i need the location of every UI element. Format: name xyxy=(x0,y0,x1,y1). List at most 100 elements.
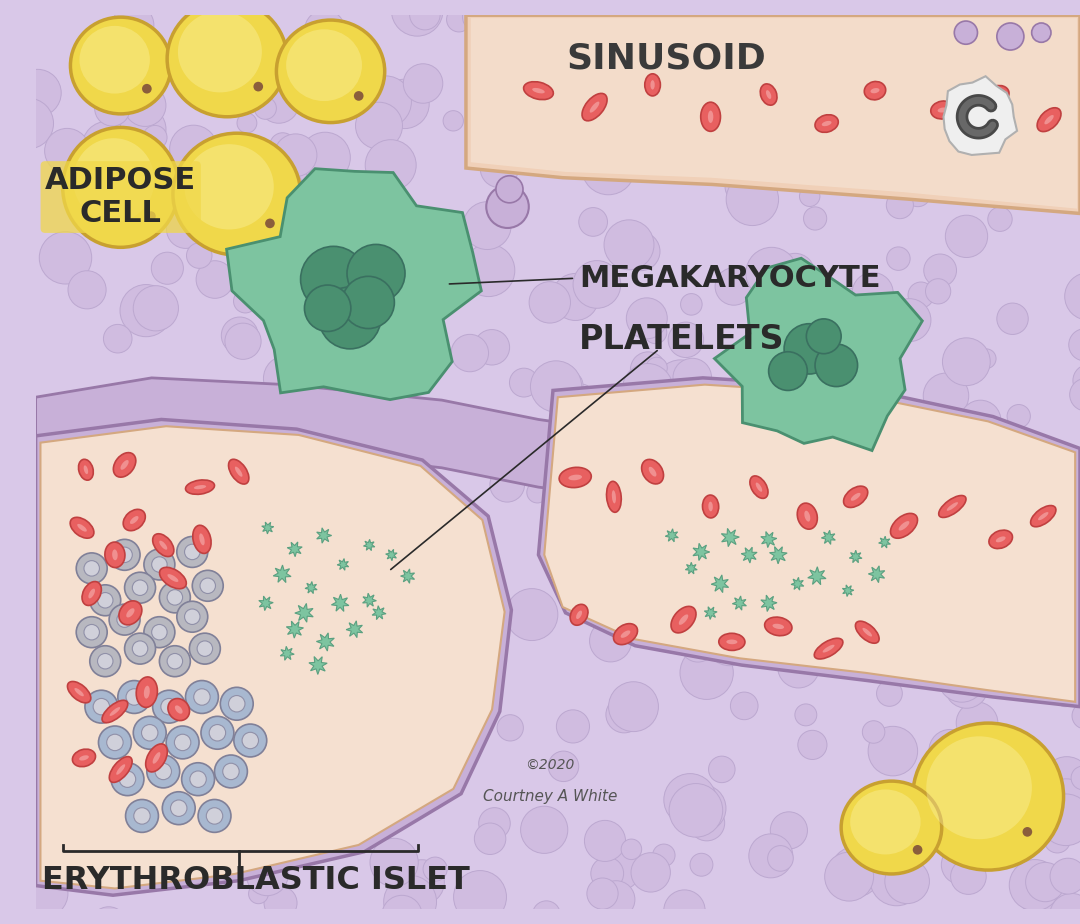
Circle shape xyxy=(170,125,217,173)
Circle shape xyxy=(652,129,677,153)
Circle shape xyxy=(119,191,152,225)
Circle shape xyxy=(85,690,118,723)
Circle shape xyxy=(330,276,376,322)
Ellipse shape xyxy=(1037,108,1061,131)
Circle shape xyxy=(422,249,454,281)
Circle shape xyxy=(705,617,754,665)
Circle shape xyxy=(841,499,875,533)
Circle shape xyxy=(187,773,240,825)
Ellipse shape xyxy=(82,581,102,605)
Ellipse shape xyxy=(986,86,1009,103)
Ellipse shape xyxy=(621,630,631,638)
Circle shape xyxy=(808,67,859,117)
Ellipse shape xyxy=(532,88,544,93)
Circle shape xyxy=(348,671,390,712)
Ellipse shape xyxy=(913,723,1064,870)
Circle shape xyxy=(937,463,989,515)
Circle shape xyxy=(258,82,299,123)
Circle shape xyxy=(121,603,158,640)
Ellipse shape xyxy=(144,686,150,699)
Circle shape xyxy=(390,578,429,617)
Circle shape xyxy=(171,800,187,817)
Circle shape xyxy=(769,352,807,391)
Circle shape xyxy=(622,363,673,414)
Circle shape xyxy=(197,261,233,298)
Circle shape xyxy=(404,561,441,598)
Ellipse shape xyxy=(650,80,654,90)
Ellipse shape xyxy=(276,20,384,123)
Circle shape xyxy=(720,468,753,499)
Circle shape xyxy=(775,597,805,626)
Circle shape xyxy=(691,484,714,506)
Circle shape xyxy=(97,653,113,669)
Circle shape xyxy=(233,289,257,313)
Polygon shape xyxy=(373,606,386,620)
Circle shape xyxy=(443,111,463,131)
Ellipse shape xyxy=(823,645,835,652)
Circle shape xyxy=(832,369,865,402)
Ellipse shape xyxy=(568,475,582,480)
Ellipse shape xyxy=(947,502,958,511)
Ellipse shape xyxy=(229,459,248,484)
Polygon shape xyxy=(309,657,327,675)
Ellipse shape xyxy=(186,480,215,494)
Circle shape xyxy=(621,839,642,859)
Circle shape xyxy=(670,784,723,837)
Polygon shape xyxy=(732,596,746,610)
Circle shape xyxy=(1036,547,1063,575)
Circle shape xyxy=(133,716,166,749)
Circle shape xyxy=(355,103,403,149)
Circle shape xyxy=(917,590,956,628)
Ellipse shape xyxy=(863,627,872,637)
Circle shape xyxy=(590,620,632,662)
Circle shape xyxy=(166,726,199,759)
Circle shape xyxy=(205,12,241,48)
Circle shape xyxy=(962,556,989,584)
Circle shape xyxy=(369,648,420,698)
Ellipse shape xyxy=(855,621,879,643)
Polygon shape xyxy=(40,426,504,889)
Circle shape xyxy=(680,294,702,315)
Circle shape xyxy=(494,115,519,140)
Ellipse shape xyxy=(678,614,688,625)
Circle shape xyxy=(345,457,388,502)
Circle shape xyxy=(151,557,167,572)
Circle shape xyxy=(551,0,581,17)
Circle shape xyxy=(119,771,136,787)
Circle shape xyxy=(821,335,843,358)
Circle shape xyxy=(109,540,140,570)
Circle shape xyxy=(261,79,285,103)
Circle shape xyxy=(269,608,315,654)
Ellipse shape xyxy=(843,486,867,507)
Circle shape xyxy=(597,881,635,918)
Circle shape xyxy=(936,0,985,47)
Circle shape xyxy=(185,544,200,560)
Circle shape xyxy=(746,557,796,607)
Circle shape xyxy=(298,394,321,416)
Circle shape xyxy=(582,141,635,195)
Circle shape xyxy=(663,468,713,518)
Circle shape xyxy=(98,726,132,759)
Circle shape xyxy=(662,0,685,16)
Circle shape xyxy=(807,119,856,169)
Circle shape xyxy=(754,488,782,516)
Ellipse shape xyxy=(105,542,125,567)
Circle shape xyxy=(554,556,575,576)
Circle shape xyxy=(572,384,593,405)
Circle shape xyxy=(1021,872,1068,919)
Circle shape xyxy=(185,609,200,625)
Text: ERYTHROBLASTIC ISLET: ERYTHROBLASTIC ISLET xyxy=(42,865,470,896)
Circle shape xyxy=(316,526,341,550)
Circle shape xyxy=(102,799,130,828)
Circle shape xyxy=(324,675,361,711)
Ellipse shape xyxy=(126,608,135,617)
Circle shape xyxy=(414,225,461,273)
Circle shape xyxy=(316,537,337,557)
Circle shape xyxy=(757,364,783,390)
Circle shape xyxy=(1040,117,1075,152)
Circle shape xyxy=(201,716,234,749)
Ellipse shape xyxy=(931,101,955,119)
Circle shape xyxy=(82,121,133,172)
Circle shape xyxy=(939,655,985,702)
Circle shape xyxy=(383,238,422,277)
